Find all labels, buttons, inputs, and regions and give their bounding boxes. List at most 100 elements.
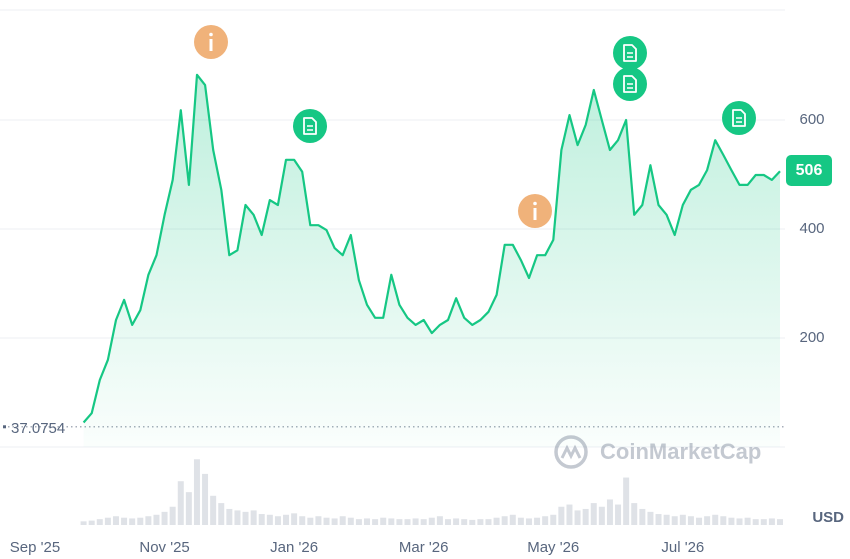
volume-bar xyxy=(436,516,443,525)
volume-bar xyxy=(461,519,468,525)
icon-lines xyxy=(736,117,742,123)
icon-lines xyxy=(627,52,633,58)
current-value: 506 xyxy=(796,162,823,179)
x-tick-label: Jul '26 xyxy=(661,539,704,556)
event-icon[interactable] xyxy=(194,25,228,59)
volume-bar xyxy=(655,514,662,525)
volume-bar xyxy=(218,503,225,525)
volume-bar xyxy=(606,499,613,525)
volume-bar xyxy=(752,519,759,525)
volume-bar xyxy=(679,514,686,525)
volume-bar xyxy=(574,510,581,525)
volume-bar xyxy=(291,513,298,525)
volume-bar xyxy=(145,516,152,525)
volume-bar xyxy=(88,520,95,525)
event-icon[interactable] xyxy=(613,67,647,101)
volume-bar xyxy=(323,517,330,525)
volume-bar xyxy=(704,516,711,525)
volume-bar xyxy=(331,518,338,525)
volume-bar xyxy=(744,517,751,525)
volume-bar xyxy=(404,519,411,525)
volume-bar xyxy=(307,517,314,525)
event-icon[interactable] xyxy=(722,101,756,135)
x-tick-label: Sep '25 xyxy=(10,539,60,556)
volume-bar xyxy=(388,518,395,525)
volume-bar xyxy=(728,517,735,525)
volume-bar xyxy=(80,521,87,525)
icon-lines xyxy=(307,125,313,131)
y-tick-label: 600 xyxy=(799,111,824,128)
event-icon[interactable] xyxy=(613,36,647,70)
volume-bar xyxy=(315,516,322,525)
x-tick-label: Mar '26 xyxy=(399,539,449,556)
volume-bar xyxy=(720,516,727,525)
volume-bar xyxy=(299,516,306,525)
volume-bar xyxy=(129,518,136,525)
volume-bar xyxy=(534,517,541,525)
y-tick-label: 200 xyxy=(799,329,824,346)
volume-bar xyxy=(696,517,703,525)
price-area xyxy=(83,74,781,448)
volume-bar xyxy=(258,514,265,525)
volume-bar xyxy=(339,516,346,525)
volume-bar xyxy=(283,514,290,525)
x-tick-label: Nov '25 xyxy=(139,539,189,556)
icon-doc xyxy=(303,117,317,135)
volume-bar xyxy=(380,517,387,525)
volume-bar xyxy=(177,481,184,525)
volume-bar xyxy=(372,519,379,525)
icon-doc xyxy=(623,44,637,62)
volume-bar xyxy=(153,514,160,525)
volume-bar xyxy=(712,514,719,525)
volume-bar xyxy=(558,506,565,525)
x-tick-label: Jan '26 xyxy=(270,539,318,556)
volume-bar xyxy=(517,517,524,525)
volume-bar xyxy=(202,473,209,525)
volume-bar xyxy=(598,506,605,525)
current-value-badge xyxy=(786,155,832,186)
volume-bar xyxy=(169,506,176,525)
volume-bar xyxy=(623,477,630,525)
watermark-text: CoinMarketCap xyxy=(600,439,761,464)
y-tick-label: 400 xyxy=(799,220,824,237)
price-layer xyxy=(82,73,781,448)
x-tick-label: May '26 xyxy=(527,539,579,556)
volume-bar xyxy=(493,517,500,525)
volume-bar xyxy=(210,495,217,525)
volume-bar xyxy=(420,519,427,525)
volume-bar xyxy=(347,517,354,525)
volume-bar xyxy=(96,519,103,525)
volume-bar xyxy=(226,508,233,525)
volume-bar xyxy=(542,516,549,525)
icon-lines xyxy=(627,83,633,89)
volume-bar xyxy=(234,510,241,525)
volume-bar xyxy=(477,519,484,525)
icon-doc xyxy=(623,75,637,93)
volume-bar xyxy=(639,508,646,525)
volume-bar xyxy=(137,517,144,525)
volume-bar xyxy=(364,518,371,525)
volume-bar xyxy=(525,518,532,525)
volume-bar xyxy=(590,503,597,525)
volume-bar xyxy=(104,517,111,525)
volume-bar xyxy=(112,516,119,525)
reference-marker xyxy=(3,425,6,429)
volume-bar xyxy=(550,514,557,525)
volume-bar xyxy=(501,516,508,525)
volume-bar xyxy=(412,518,419,525)
event-icon[interactable] xyxy=(293,109,327,143)
volume-bar xyxy=(396,519,403,525)
event-icon[interactable] xyxy=(518,194,552,228)
volume-bar xyxy=(485,519,492,525)
volume-bar xyxy=(185,492,192,525)
price-line xyxy=(82,73,781,424)
volume-bar xyxy=(469,519,476,525)
volume-bar xyxy=(355,519,362,525)
volume-bar xyxy=(444,519,451,525)
volume-bar xyxy=(736,518,743,525)
doc-icons xyxy=(293,36,756,143)
volume-bar xyxy=(509,514,516,525)
volume-bar xyxy=(760,519,767,525)
volume-bar xyxy=(250,510,257,525)
volume-bar xyxy=(274,516,281,525)
